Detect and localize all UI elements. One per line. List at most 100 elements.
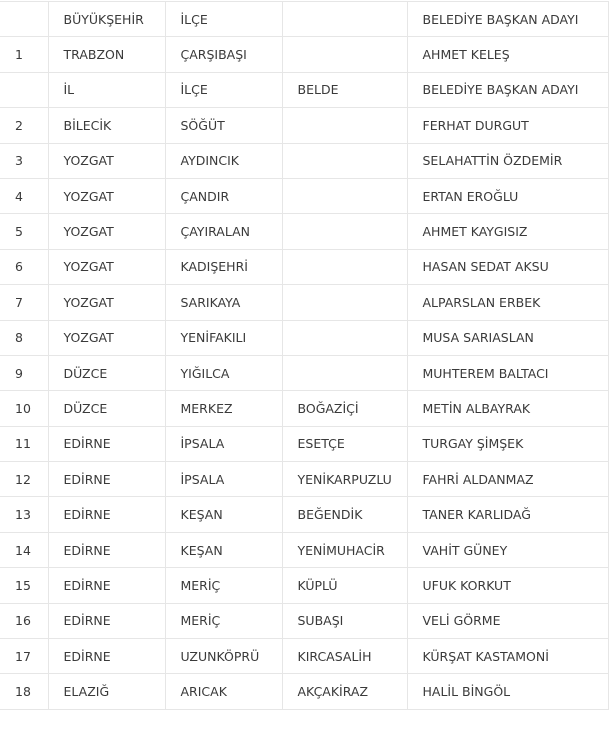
row-number-cell: 16 [0, 602, 49, 640]
province-cell: DÜZCE [47, 354, 166, 392]
row-number-cell [0, 0, 49, 38]
town-cell: BELDE [281, 71, 408, 109]
candidate-cell: ERTAN EROĞLU [406, 177, 609, 215]
candidate-cell: HALİL BİNGÖL [406, 673, 609, 710]
town-cell: BEĞENDİK [281, 496, 408, 533]
row-number-cell: 6 [0, 248, 49, 286]
town-cell: KÜPLÜ [281, 567, 408, 604]
province-cell: EDİRNE [47, 638, 166, 675]
row-number-cell: 12 [0, 461, 49, 498]
table-row: 13 EDİRNE KEŞAN BEĞENDİK TANER KARLIDAĞ [0, 496, 609, 533]
row-number-cell [0, 71, 49, 109]
town-cell [281, 248, 408, 286]
town-cell [281, 177, 408, 215]
row-number-cell: 17 [0, 638, 49, 675]
table-row: 9 DÜZCE YIĞILCA MUHTEREM BALTACI [0, 354, 609, 392]
district-cell: İPSALA [164, 461, 283, 498]
table-row: 17 EDİRNE UZUNKÖPRÜ KIRCASALİH KÜRŞAT KASTAM… [0, 638, 609, 675]
table-row: 1 TRABZON ÇARŞIBAŞI AHMET KELEŞ [0, 36, 609, 73]
table-row: 3 YOZGAT AYDINCIK SELAHATTİN ÖZDEMİR [0, 142, 609, 179]
district-cell: YIĞILCA [164, 354, 283, 392]
district-cell: MERİÇ [164, 567, 283, 604]
province-cell: YOZGAT [47, 248, 166, 286]
district-cell: MERKEZ [164, 390, 283, 427]
town-cell [281, 142, 408, 179]
table-row: 12 EDİRNE İPSALA YENİKARPUZLU FAHRİ ALDANMAZ [0, 461, 609, 498]
district-cell: ÇARŞIBAŞI [164, 36, 283, 73]
district-cell: İLÇE [164, 0, 283, 38]
province-cell: İL [47, 71, 166, 109]
province-cell: YOZGAT [47, 284, 166, 321]
candidate-cell: MUSA SARIASLAN [406, 319, 609, 356]
header-row: BÜYÜKŞEHİR İLÇE BELEDİYE BAŞKAN ADAYI [0, 0, 609, 38]
table-row: 15 EDİRNE MERİÇ KÜPLÜ UFUK KORKUT [0, 567, 609, 604]
row-number-cell: 8 [0, 319, 49, 356]
province-cell: YOZGAT [47, 177, 166, 215]
table-row: 14 EDİRNE KEŞAN YENİMUHACİR VAHİT GÜNEY [0, 531, 609, 569]
district-cell: KEŞAN [164, 496, 283, 533]
candidate-cell: ALPARSLAN ERBEK [406, 284, 609, 321]
table-row: 16 EDİRNE MERİÇ SUBAŞI VELİ GÖRME [0, 602, 609, 640]
district-cell: SARIKAYA [164, 284, 283, 321]
candidate-cell: MUHTEREM BALTACI [406, 354, 609, 392]
province-cell: DÜZCE [47, 390, 166, 427]
table-row: 8 YOZGAT YENİFAKILI MUSA SARIASLAN [0, 319, 609, 356]
town-cell: YENİKARPUZLU [281, 461, 408, 498]
table-row: 7 YOZGAT SARIKAYA ALPARSLAN ERBEK [0, 284, 609, 321]
town-cell [281, 36, 408, 73]
province-cell: EDİRNE [47, 461, 166, 498]
town-cell: YENİMUHACİR [281, 531, 408, 569]
province-cell: YOZGAT [47, 142, 166, 179]
province-cell: ELAZIĞ [47, 673, 166, 710]
province-cell: EDİRNE [47, 567, 166, 604]
candidate-cell: BELEDİYE BAŞKAN ADAYI [406, 71, 609, 109]
province-cell: TRABZON [47, 36, 166, 73]
town-cell: BOĞAZİÇİ [281, 390, 408, 427]
district-cell: KADIŞEHRİ [164, 248, 283, 286]
candidate-cell: TANER KARLIDAĞ [406, 496, 609, 533]
district-cell: YENİFAKILI [164, 319, 283, 356]
candidate-cell: VAHİT GÜNEY [406, 531, 609, 569]
province-cell: YOZGAT [47, 319, 166, 356]
town-cell [281, 0, 408, 38]
candidate-cell: TURGAY ŞİMŞEK [406, 425, 609, 463]
candidate-cell: AHMET KELEŞ [406, 36, 609, 73]
candidate-cell: FAHRİ ALDANMAZ [406, 461, 609, 498]
town-cell [281, 319, 408, 356]
candidate-cell: METİN ALBAYRAK [406, 390, 609, 427]
district-cell: SÖĞÜT [164, 107, 283, 144]
row-number-cell: 3 [0, 142, 49, 179]
district-cell: ÇANDIR [164, 177, 283, 215]
district-cell: ARICAK [164, 673, 283, 710]
table-row: 18 ELAZIĞ ARICAK AKÇAKİRAZ HALİL BİNGÖL [0, 673, 609, 710]
province-cell: BÜYÜKŞEHİR [47, 0, 166, 38]
town-cell: KIRCASALİH [281, 638, 408, 675]
district-cell: KEŞAN [164, 531, 283, 569]
row-number-cell: 10 [0, 390, 49, 427]
table-row: 4 YOZGAT ÇANDIR ERTAN EROĞLU [0, 177, 609, 215]
row-number-cell: 14 [0, 531, 49, 569]
town-cell: SUBAŞI [281, 602, 408, 640]
candidate-cell: FERHAT DURGUT [406, 107, 609, 144]
row-number-cell: 11 [0, 425, 49, 463]
table-row: 6 YOZGAT KADIŞEHRİ HASAN SEDAT AKSU [0, 248, 609, 286]
row-number-cell: 1 [0, 36, 49, 73]
table-row: 5 YOZGAT ÇAYIRALAN AHMET KAYGISIZ [0, 213, 609, 250]
table-row: 11 EDİRNE İPSALA ESETÇE TURGAY ŞİMŞEK [0, 425, 609, 463]
town-cell [281, 107, 408, 144]
district-cell: ÇAYIRALAN [164, 213, 283, 250]
table-row: 10 DÜZCE MERKEZ BOĞAZİÇİ METİN ALBAYRAK [0, 390, 609, 427]
province-cell: YOZGAT [47, 213, 166, 250]
row-number-cell: 2 [0, 107, 49, 144]
town-cell [281, 284, 408, 321]
row-number-cell: 5 [0, 213, 49, 250]
candidate-cell: AHMET KAYGISIZ [406, 213, 609, 250]
candidate-cell: KÜRŞAT KASTAMONİ [406, 638, 609, 675]
row-number-cell: 18 [0, 673, 49, 710]
district-cell: İPSALA [164, 425, 283, 463]
candidates-table: BÜYÜKŞEHİR İLÇE BELEDİYE BAŞKAN ADAYI 1 TRAB… [0, 0, 609, 710]
district-cell: UZUNKÖPRÜ [164, 638, 283, 675]
row-number-cell: 9 [0, 354, 49, 392]
district-cell: AYDINCIK [164, 142, 283, 179]
header-row: İL İLÇE BELDE BELEDİYE BAŞKAN ADAYI [0, 71, 609, 109]
